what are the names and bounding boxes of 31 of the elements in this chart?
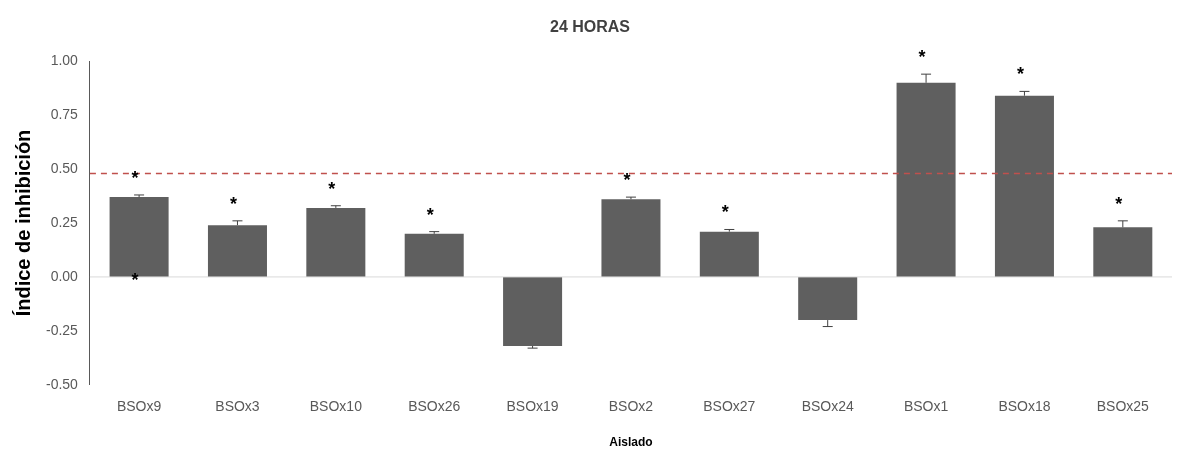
- annotation: *: [328, 178, 336, 199]
- x-tick-label: BSOx19: [506, 398, 559, 415]
- x-tick-label: BSOx24: [801, 398, 854, 415]
- x-tick-label: BSOx2: [608, 398, 654, 415]
- y-tick-label: 0.25: [50, 213, 79, 230]
- annotation: *: [426, 204, 434, 225]
- x-axis-title: Aislado: [609, 435, 653, 450]
- x-tick-label: BSOx26: [408, 398, 461, 415]
- x-tick-label: BSOx18: [998, 398, 1051, 415]
- y-tick-label: 0.00: [50, 267, 79, 284]
- annotation: *: [131, 269, 139, 290]
- y-tick-label: -0.50: [45, 375, 79, 392]
- x-tick-label: BSOx3: [215, 398, 260, 415]
- x-tick-label: BSOx1: [903, 398, 949, 415]
- chart-title: 24 HORAS: [549, 18, 631, 36]
- annotation: *: [1115, 193, 1123, 214]
- y-tick-label: 0.50: [50, 159, 79, 176]
- annotation: *: [721, 202, 729, 223]
- annotation: *: [229, 193, 237, 214]
- annotation: *: [623, 170, 631, 191]
- y-tick-label: -0.25: [45, 321, 79, 338]
- x-tick-label: BSOx10: [309, 398, 363, 415]
- y-tick-label: 0.75: [50, 105, 79, 122]
- annotation: *: [918, 47, 926, 68]
- y-tick-label: 1.00: [50, 52, 79, 69]
- x-tick-label: BSOx9: [116, 398, 162, 415]
- x-tick-label: BSOx27: [703, 398, 756, 415]
- annotation: *: [1016, 64, 1024, 85]
- annotation: *: [131, 167, 139, 188]
- x-tick-label: BSOx25: [1096, 398, 1150, 415]
- y-axis-title: Índice de inhibición: [11, 129, 34, 317]
